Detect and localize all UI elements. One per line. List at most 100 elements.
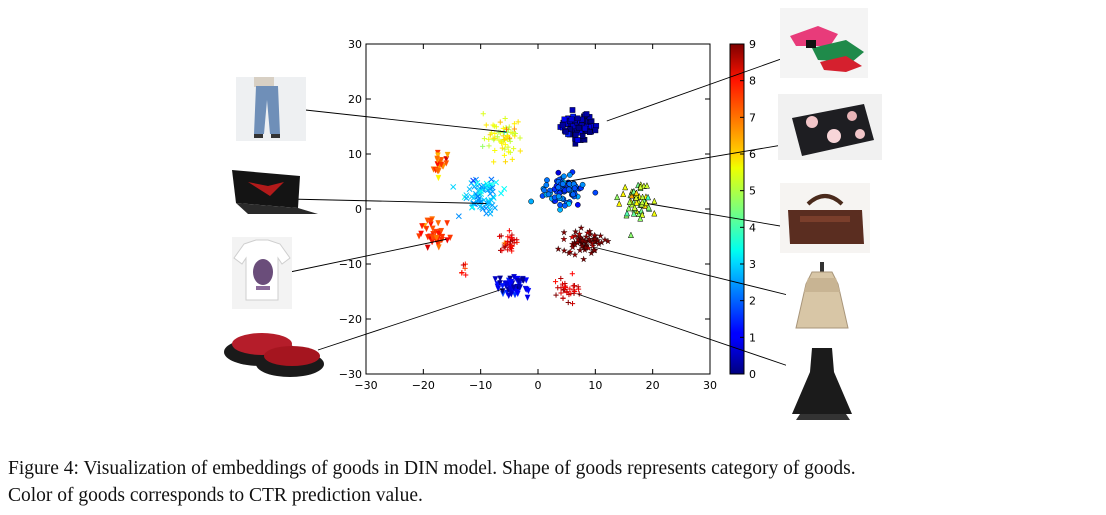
point-phone-case (566, 172, 573, 178)
jeans-photo (236, 77, 306, 141)
point-jeans (496, 137, 502, 143)
point-laptop (470, 177, 477, 184)
point-coat (575, 230, 583, 238)
y-axis: 30 20 10 0 −10 −20 −30 (339, 38, 710, 381)
point-jeans (492, 130, 498, 137)
point-laptop (468, 193, 475, 200)
point-phone-case (541, 187, 547, 194)
point-coat (569, 243, 577, 251)
point-skirt (505, 239, 511, 245)
point-jeans (501, 136, 508, 143)
point-laptop (501, 185, 508, 192)
x-tick-label: 10 (588, 379, 602, 392)
y-tick-label: −20 (339, 313, 362, 326)
point-jeans (502, 146, 508, 152)
point-handbag (622, 183, 629, 191)
point-shoes (562, 129, 569, 135)
point-jeans (512, 133, 518, 139)
point-t-shirt (424, 244, 431, 251)
point-handbag (630, 210, 637, 217)
point-coat (565, 249, 573, 257)
point-dress (560, 287, 566, 293)
point-coat (590, 246, 598, 254)
caption-line-1: Figure 4: Visualization of embeddings of… (8, 458, 856, 479)
point-handbag (614, 193, 621, 201)
point-t-shirt (435, 220, 442, 227)
point-handbag (651, 209, 658, 217)
colorbar-tick-label: 9 (749, 38, 756, 51)
point-coat (591, 235, 599, 242)
point-handbag (637, 214, 644, 222)
point-coat (595, 240, 603, 248)
point-shoes (559, 122, 566, 128)
point-laptop (478, 188, 484, 195)
point-handbag (645, 193, 652, 201)
point-shoes (579, 133, 586, 139)
x-tick-label: −10 (469, 379, 492, 392)
point-coat (585, 235, 593, 243)
point-phone-case (543, 182, 550, 188)
point-handbag (620, 190, 627, 197)
point-laptop (487, 210, 494, 217)
point-jeans (491, 159, 497, 165)
point-jeans (494, 134, 500, 140)
point-t-shirt (439, 233, 446, 241)
callout-lines (277, 47, 813, 371)
point-slippers (524, 294, 531, 301)
colorbar-tick-label: 2 (749, 295, 756, 308)
point-dress (569, 300, 576, 307)
point-handbag (624, 209, 630, 217)
callout-line-handbag (646, 203, 793, 229)
point-phone-case (592, 189, 599, 196)
point-phone-case (544, 177, 550, 183)
point-handbag (633, 189, 640, 196)
point-dress (570, 283, 576, 289)
point-coat (560, 228, 568, 236)
point-phone-case (574, 201, 581, 208)
point-coat (560, 247, 568, 254)
point-phone-case (557, 202, 563, 208)
figure-caption: Figure 4: Visualization of embeddings of… (8, 455, 1098, 509)
point-t-shirt (418, 230, 424, 237)
point-handbag (626, 198, 633, 206)
point-jeans (506, 149, 512, 155)
point-jeans (500, 125, 506, 132)
point-handbag (637, 183, 644, 190)
point-cup (435, 174, 442, 182)
point-dress (562, 284, 568, 290)
point-slippers (523, 277, 530, 284)
point-coat (574, 235, 582, 243)
point-jeans (502, 142, 508, 148)
point-laptop (489, 184, 496, 191)
point-laptop (450, 183, 457, 190)
point-shoes (576, 125, 582, 131)
point-shoes (568, 116, 575, 123)
colorbar-tick-label: 0 (749, 368, 756, 381)
point-handbag (633, 199, 640, 206)
tshirt-photo (232, 237, 292, 309)
point-coat (582, 243, 590, 251)
point-jeans (515, 119, 521, 125)
point-phone-case (545, 191, 552, 198)
point-slippers (499, 283, 506, 290)
point-t-shirt (423, 225, 430, 233)
point-skirt (505, 234, 511, 240)
point-slippers (515, 278, 522, 285)
point-dress (565, 299, 571, 306)
point-t-shirt (427, 217, 434, 225)
point-handbag (627, 231, 634, 239)
x-tick-label: 0 (535, 379, 542, 392)
point-phone-case (561, 173, 567, 180)
point-skirt (502, 244, 508, 250)
point-coat (596, 232, 605, 239)
point-jeans (512, 130, 519, 137)
point-dress (560, 295, 566, 301)
point-coat (601, 236, 609, 243)
point-t-shirt (419, 223, 425, 230)
point-jeans (480, 143, 486, 150)
point-cup (434, 155, 441, 162)
point-jeans (505, 144, 511, 150)
point-t-shirt (429, 234, 436, 241)
point-laptop (474, 193, 481, 200)
x-axis: −30 −20 −10 0 10 20 30 (354, 44, 717, 392)
